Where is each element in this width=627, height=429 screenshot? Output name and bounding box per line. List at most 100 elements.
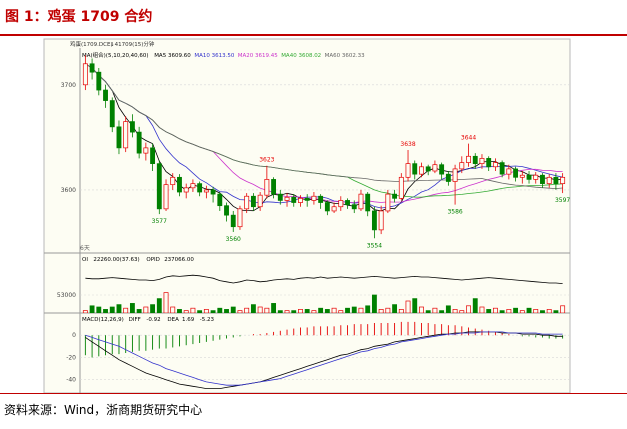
legend-dea: DEA <box>167 317 179 323</box>
candle <box>277 189 283 205</box>
volume-bar <box>230 306 236 313</box>
open-interest-line <box>85 274 563 284</box>
candle <box>244 193 250 214</box>
price-annotation: 3560 <box>226 236 241 243</box>
volume-bar <box>351 306 357 313</box>
candle-body <box>291 196 297 203</box>
volume-bar <box>129 303 135 313</box>
source-note: 资料来源：Wind，浙商期货研究中心 <box>4 403 203 417</box>
volume-bar <box>405 300 411 313</box>
candle-body <box>129 121 135 133</box>
legend-diff: DIFF <box>129 317 141 323</box>
volume-bar <box>177 309 182 313</box>
candle <box>129 114 135 138</box>
candle <box>560 173 566 194</box>
candle-body <box>492 162 498 168</box>
candle-body <box>338 200 344 208</box>
candle <box>304 194 310 207</box>
candle-body <box>203 189 209 193</box>
chart-frame <box>43 38 571 393</box>
dea-line <box>85 331 563 386</box>
price-annotation: 3597 <box>555 197 570 204</box>
candle-body <box>425 166 431 172</box>
price-legend: MA(组合)(5,10,20,40,60) MA5 3609.60 MA10 361… <box>82 51 365 59</box>
candle <box>405 149 411 182</box>
volume-bar <box>237 310 243 313</box>
volume-bar <box>123 307 129 313</box>
volume-bar <box>298 309 303 313</box>
candle-body <box>82 63 88 86</box>
candle <box>519 171 525 184</box>
legend-ma20: MA20 3619.45 <box>238 53 278 59</box>
volume-bar <box>419 306 424 313</box>
candle <box>425 164 431 176</box>
candle <box>492 158 498 171</box>
candle-body <box>143 147 149 154</box>
volume-bar <box>385 307 391 313</box>
candle <box>183 183 189 199</box>
candle <box>338 196 344 211</box>
candle-body <box>183 187 189 193</box>
volume-bar <box>271 303 277 313</box>
candle <box>412 160 418 180</box>
volume-bar <box>345 307 350 313</box>
legend-ma5: MA5 3609.60 <box>154 53 191 59</box>
candle <box>546 174 552 188</box>
candle <box>499 160 505 178</box>
candle-body <box>398 176 404 199</box>
candle <box>533 172 539 184</box>
candle <box>103 84 108 108</box>
volume-bar <box>472 298 478 313</box>
legend-opid: OPID <box>146 257 160 263</box>
candle <box>466 143 471 167</box>
volume-bar <box>553 310 559 313</box>
candle-body <box>331 206 337 212</box>
candle-body <box>271 179 277 195</box>
candle-body <box>419 166 424 175</box>
candle <box>351 200 357 214</box>
volume-bar <box>210 310 216 313</box>
candle <box>452 164 458 205</box>
macd-tick-label: 0 <box>72 332 76 339</box>
macd-tick-label: -40 <box>66 377 76 384</box>
volume-bar <box>183 310 189 313</box>
oi-tick-label: 53000 <box>57 292 76 299</box>
volume-bar <box>378 309 384 313</box>
candle <box>298 195 303 207</box>
volume-bar <box>365 305 371 313</box>
candle <box>123 116 129 153</box>
candle <box>284 193 290 207</box>
volume-bar <box>150 304 156 313</box>
candle-body <box>311 195 317 201</box>
candle <box>271 177 277 199</box>
candle-body <box>466 155 471 163</box>
price-annotation: 3554 <box>367 242 382 249</box>
legend-ma_title: MA(组合)(5,10,20,40,60) <box>82 51 149 59</box>
candle <box>257 192 263 211</box>
candle-body <box>136 131 142 154</box>
volume-bar <box>96 306 102 313</box>
volume-bar <box>116 304 122 313</box>
candle-body <box>553 176 559 184</box>
candle-body <box>96 71 102 91</box>
legend-ma40: MA40 3608.02 <box>281 53 321 59</box>
volume-bar <box>277 310 283 313</box>
candle-body <box>412 163 418 175</box>
legend-oi_val: 22260.00(37.63) <box>93 257 139 263</box>
volume-bar <box>358 307 364 313</box>
volume-bar <box>156 298 162 313</box>
candle <box>143 142 149 161</box>
candle <box>526 171 532 184</box>
candle-body <box>526 174 532 180</box>
candle <box>197 181 203 197</box>
candle-body <box>560 176 566 184</box>
volume-bar <box>244 307 250 313</box>
candle <box>318 194 324 209</box>
volume-bar <box>533 309 539 313</box>
candle-body <box>116 126 122 149</box>
volume-bar <box>425 310 431 313</box>
volume-bar <box>82 310 88 313</box>
candle <box>479 154 485 169</box>
candle <box>506 164 512 180</box>
legend-dea_val: 1.69 <box>182 317 195 323</box>
